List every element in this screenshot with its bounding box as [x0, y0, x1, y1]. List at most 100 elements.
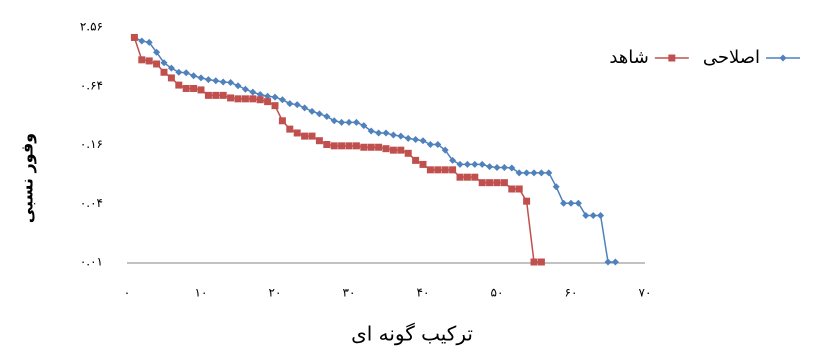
- data-point: [153, 48, 161, 56]
- data-point: [515, 185, 523, 193]
- data-point: [397, 132, 405, 140]
- data-point: [500, 163, 508, 171]
- data-point: [256, 96, 264, 104]
- data-point: [249, 95, 257, 103]
- data-point: [241, 95, 249, 103]
- y-axis-title: وفور نسبی: [18, 133, 37, 223]
- data-point: [145, 38, 153, 46]
- legend-label: شاهد: [609, 47, 649, 68]
- y-tick-label: ۰.۰۱: [80, 255, 103, 269]
- data-point: [419, 160, 427, 168]
- data-point: [264, 98, 272, 106]
- data-point: [523, 197, 531, 205]
- data-point: [463, 160, 471, 168]
- x-tick-label: ۶۰: [565, 286, 578, 300]
- data-point: [345, 118, 353, 126]
- data-point: [382, 129, 390, 137]
- x-tick-label: ۴۰: [417, 286, 430, 300]
- data-point: [271, 102, 279, 110]
- data-point: [190, 72, 198, 80]
- data-point: [493, 179, 501, 187]
- data-point: [323, 112, 331, 120]
- data-point: [508, 185, 516, 193]
- data-point: [138, 37, 146, 45]
- data-point: [219, 78, 227, 86]
- data-point: [389, 131, 397, 139]
- data-point: [315, 137, 323, 145]
- data-point: [434, 166, 442, 174]
- data-point: [175, 81, 183, 89]
- data-point: [204, 76, 212, 84]
- data-point: [212, 91, 220, 99]
- data-point: [197, 86, 205, 94]
- data-point: [389, 146, 397, 154]
- data-point: [478, 179, 486, 187]
- x-tick-label: ۳۰: [343, 286, 356, 300]
- data-point: [308, 132, 316, 140]
- data-point: [404, 149, 412, 157]
- data-point: [441, 166, 449, 174]
- x-tick-label: ۰: [124, 286, 130, 300]
- x-axis-title: ترکیب گونه ای: [351, 322, 473, 346]
- series-line: [134, 36, 616, 263]
- data-point: [338, 118, 346, 126]
- data-point: [264, 92, 272, 100]
- data-point: [286, 125, 294, 133]
- data-point: [160, 59, 168, 67]
- data-point: [330, 117, 338, 125]
- data-point: [589, 211, 597, 219]
- data-point: [301, 132, 309, 140]
- data-point: [434, 141, 442, 148]
- data-point: [197, 74, 205, 82]
- data-point: [227, 94, 235, 102]
- data-point: [478, 160, 486, 168]
- data-point: [426, 141, 434, 148]
- data-point: [508, 164, 516, 172]
- data-point: [308, 107, 316, 115]
- data-point: [404, 134, 412, 142]
- x-tick-label: ۷۰: [639, 286, 652, 300]
- legend-marker: [668, 54, 676, 62]
- data-point: [493, 163, 501, 171]
- data-point: [293, 101, 301, 109]
- data-point: [175, 68, 183, 76]
- legend-label: اصلاحی: [703, 47, 760, 68]
- data-point: [463, 173, 471, 181]
- data-point: [153, 60, 161, 68]
- data-point: [552, 183, 560, 191]
- data-point: [574, 199, 582, 207]
- data-point: [426, 166, 434, 174]
- data-point: [182, 69, 190, 77]
- data-point: [441, 146, 449, 154]
- data-point: [204, 91, 212, 99]
- data-point: [382, 145, 390, 153]
- y-tick-label: ۰.۰۴: [80, 196, 103, 210]
- data-point: [523, 169, 531, 177]
- data-point: [367, 127, 375, 135]
- data-point: [315, 110, 323, 118]
- data-point: [449, 166, 457, 174]
- data-point: [597, 211, 605, 219]
- data-point: [241, 85, 249, 93]
- data-point: [560, 199, 568, 207]
- y-tick-label: ۰.۱۶: [80, 137, 103, 151]
- data-point: [352, 118, 360, 126]
- data-point: [375, 143, 383, 151]
- data-point: [530, 169, 538, 177]
- data-point: [604, 258, 612, 266]
- data-point: [419, 137, 427, 145]
- data-point: [537, 258, 545, 266]
- y-tick-label: ۰.۶۴: [80, 78, 103, 92]
- data-point: [471, 173, 479, 181]
- y-tick-label: ۲.۵۶: [80, 20, 103, 34]
- x-tick-label: ۵۰: [491, 286, 504, 300]
- data-point: [412, 156, 420, 164]
- data-point: [345, 142, 353, 150]
- data-point: [278, 96, 286, 104]
- data-point: [375, 129, 383, 137]
- data-point: [293, 129, 301, 137]
- data-point: [323, 141, 331, 148]
- data-point: [130, 33, 138, 41]
- data-point: [500, 179, 508, 187]
- x-tick-label: ۱۰: [195, 286, 208, 300]
